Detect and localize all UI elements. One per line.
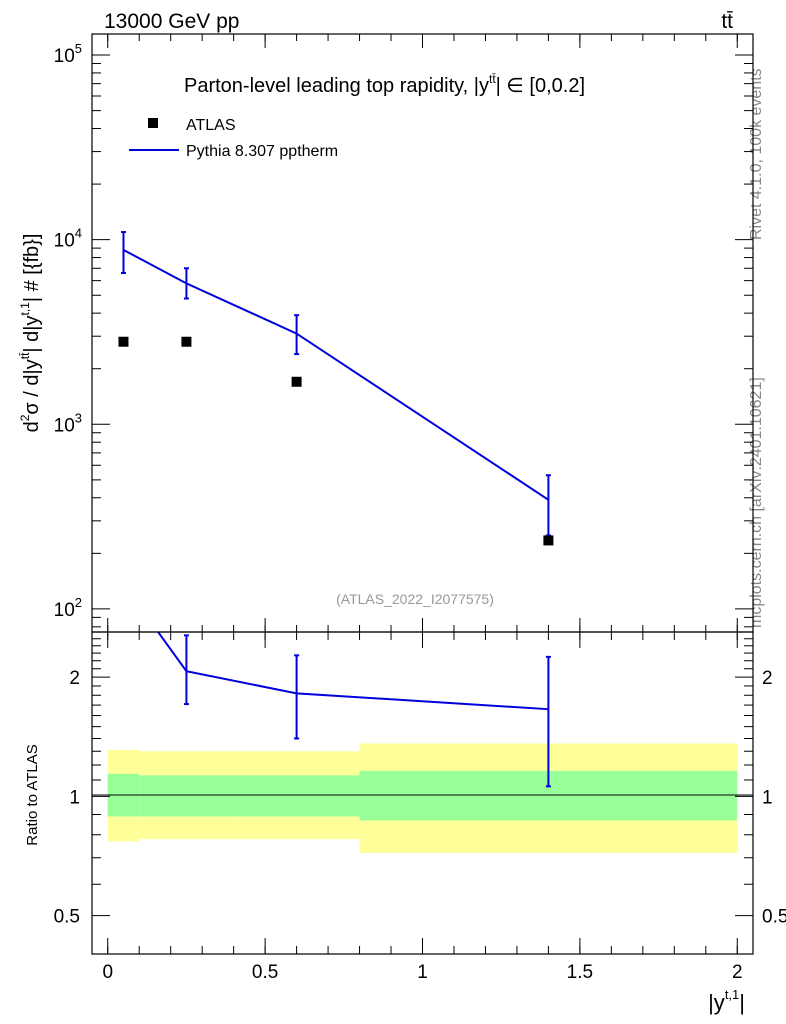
ratio-y-axis-label: Ratio to ATLAS [24,744,41,845]
pythia-line [123,249,549,501]
main-y-axis-label: d2σ / d|ytt̄| d|yt,1| # [{fb}] [18,234,43,433]
ratio-band-green [233,775,360,817]
chart-title: Parton-level leading top rapidity, |ytt̄… [184,72,585,97]
ratio-y-tick-label-right: 0.5 [762,907,786,928]
ratio-pythia-line [157,631,549,711]
x-tick-label: 2 [732,962,743,983]
x-tick-label: 1 [417,962,428,983]
main-series-group [118,231,554,546]
legend-label-pythia: Pythia 8.307 pptherm [186,143,338,160]
atlas-data-point [543,535,554,546]
ratio-series-group [157,631,551,788]
ratio-plot-area [107,743,738,853]
legend-label-atlas: ATLAS [186,117,236,134]
main-y-tick-label: 102 [54,595,82,621]
chart-title-sup: tt̄ [489,72,496,86]
ratio-panel-frame [91,631,754,955]
main-y-tick-label: 105 [54,41,82,67]
chart-title-suffix: | ∈ [0,0.2] [496,75,585,97]
x-tick-label: 1.5 [567,962,593,983]
ratio-y-tick-label-right: 1 [762,787,773,808]
analysis-watermark: (ATLAS_2022_I2077575) [336,591,494,607]
legend-marker-atlas [148,118,158,128]
ratio-band-green [139,775,234,817]
atlas-data-point [291,376,302,387]
main-y-axis: 102 103 104 105 [54,34,753,632]
x-tick-label: 0.5 [252,962,278,983]
atlas-data-point [118,336,129,347]
ratio-y-tick-label-right: 2 [762,668,773,689]
rivet-version-label: Rivet 4.1.0, 100k events [748,68,765,240]
main-y-tick-label: 103 [54,410,82,436]
atlas-data-point [181,336,192,347]
ratio-y-tick-label: 1 [69,787,80,808]
mcplots-site-label: mcplots.cern.ch [arXiv:2401.10621] [748,377,765,628]
chart-title-text: Parton-level leading top rapidity, |y [184,75,489,97]
main-y-tick-label: 104 [54,226,82,252]
process-label: tt̄ [721,10,733,33]
ratio-y-tick-label: 2 [69,668,80,689]
ratio-y-tick-label: 0.5 [54,907,80,928]
x-axis-label: |yt,1| [708,987,745,1015]
x-tick-label: 0 [102,962,113,983]
energy-label: 13000 GeV pp [104,10,239,33]
